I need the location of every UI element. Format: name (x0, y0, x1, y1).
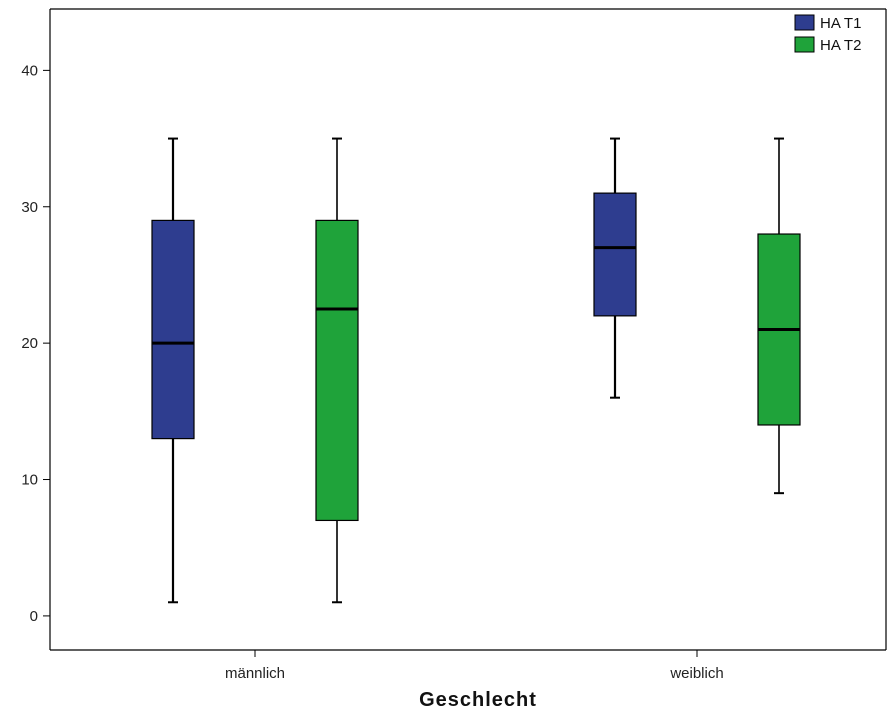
box-iqr (593, 192, 637, 317)
y-tick-label: 0 (30, 608, 38, 625)
box-series-layer (151, 137, 801, 604)
box-plot-ha-t2-maennlich (315, 137, 359, 604)
y-tick-label: 30 (21, 199, 38, 216)
legend-swatch (794, 14, 815, 31)
box-plot-ha-t1-weiblich (593, 137, 637, 399)
y-tick-label: 40 (21, 62, 38, 79)
y-axis: 0 10 20 30 40 (21, 62, 50, 625)
box-iqr (315, 219, 359, 522)
x-axis: männlich weiblich (225, 650, 724, 682)
box-iqr (151, 219, 195, 440)
plot-frame (49, 8, 887, 651)
x-tick-label: weiblich (669, 665, 723, 682)
legend-swatch (794, 36, 815, 53)
y-tick-label: 10 (21, 472, 38, 489)
box-plot-ha-t2-weiblich (757, 137, 801, 495)
legend-label: HA T1 (820, 15, 861, 32)
x-axis-title: Geschlecht (419, 689, 537, 711)
x-tick-label: männlich (225, 665, 285, 682)
legend-label: HA T2 (820, 37, 861, 54)
y-tick-label: 20 (21, 335, 38, 352)
box-plot-ha-t1-maennlich (151, 137, 195, 604)
legend: HA T1 HA T2 (794, 14, 861, 54)
